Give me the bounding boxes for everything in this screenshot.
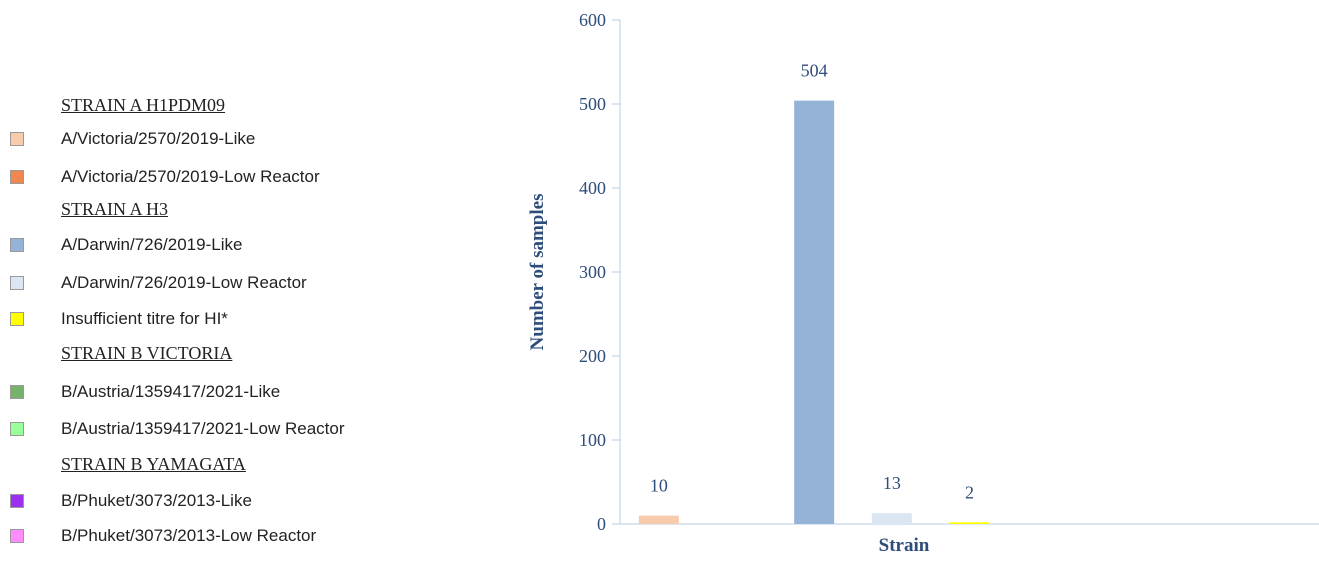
legend-swatch bbox=[10, 276, 24, 290]
y-tick-label: 100 bbox=[579, 430, 606, 450]
legend-label: A/Victoria/2570/2019-Low Reactor bbox=[61, 167, 320, 186]
legend-swatch bbox=[10, 385, 24, 399]
bar-chart: 0 100 200 300 400 500 600 10 504 13 2 bbox=[579, 10, 1319, 534]
y-tick-label: 200 bbox=[579, 346, 606, 366]
legend-label: B/Phuket/3073/2013-Like bbox=[61, 491, 252, 510]
data-label: 13 bbox=[883, 473, 901, 493]
legend-swatch bbox=[10, 238, 24, 252]
legend-swatch bbox=[10, 529, 24, 543]
legend-label: B/Austria/1359417/2021-Like bbox=[61, 382, 281, 401]
data-label: 2 bbox=[965, 482, 974, 502]
legend-item: B/Phuket/3073/2013-Low Reactor bbox=[10, 525, 316, 547]
bar-4 bbox=[871, 513, 912, 524]
legend-label: A/Victoria/2570/2019-Like bbox=[61, 129, 256, 148]
legend-item: A/Victoria/2570/2019-Like bbox=[10, 128, 255, 150]
y-axis-title: Number of samples bbox=[527, 193, 548, 351]
y-tick-label: 300 bbox=[579, 262, 606, 282]
legend-swatch bbox=[10, 494, 24, 508]
legend-item: Insufficient titre for HI* bbox=[10, 308, 228, 330]
legend-group-heading: STRAIN A H1PDM09 bbox=[61, 95, 226, 115]
y-tick-label: 0 bbox=[597, 514, 606, 534]
legend-swatch bbox=[10, 422, 24, 436]
y-tick-label: 400 bbox=[579, 178, 606, 198]
bar-3 bbox=[794, 100, 835, 524]
chart-area: 0 100 200 300 400 500 600 10 504 13 2 Number of sa… bbox=[470, 0, 1319, 568]
legend-label: B/Phuket/3073/2013-Low Reactor bbox=[61, 526, 317, 545]
legend-group-heading: STRAIN B VICTORIA bbox=[61, 343, 233, 363]
legend-swatch bbox=[10, 170, 24, 184]
bar-5 bbox=[949, 522, 990, 524]
legend-group-heading: STRAIN A H3 bbox=[61, 199, 169, 219]
legend-item: B/Austria/1359417/2021-Low Reactor bbox=[10, 418, 345, 440]
legend-swatch bbox=[10, 132, 24, 146]
legend-swatch bbox=[10, 312, 24, 326]
legend-item: B/Austria/1359417/2021-Like bbox=[10, 381, 280, 403]
chart-legend: STRAIN A H1PDM09 A/Victoria/2570/2019-Lik… bbox=[0, 0, 470, 568]
bar-1 bbox=[638, 515, 679, 524]
legend-item: A/Darwin/726/2019-Like bbox=[10, 234, 242, 256]
legend-label: A/Darwin/726/2019-Like bbox=[61, 235, 243, 254]
data-label: 10 bbox=[650, 476, 668, 496]
legend-item: B/Phuket/3073/2013-Like bbox=[10, 490, 252, 512]
x-axis-title: Strain bbox=[878, 535, 930, 556]
legend-label: B/Austria/1359417/2021-Low Reactor bbox=[61, 419, 345, 438]
legend-group-heading: STRAIN B YAMAGATA bbox=[61, 454, 246, 474]
y-tick-label: 600 bbox=[579, 10, 606, 30]
y-tick-label: 500 bbox=[579, 94, 606, 114]
legend-item: A/Darwin/726/2019-Low Reactor bbox=[10, 272, 307, 294]
data-label: 504 bbox=[801, 61, 828, 81]
legend-label: A/Darwin/726/2019-Low Reactor bbox=[61, 273, 307, 292]
legend-item: A/Victoria/2570/2019-Low Reactor bbox=[10, 166, 320, 188]
legend-label: Insufficient titre for HI* bbox=[61, 309, 228, 328]
